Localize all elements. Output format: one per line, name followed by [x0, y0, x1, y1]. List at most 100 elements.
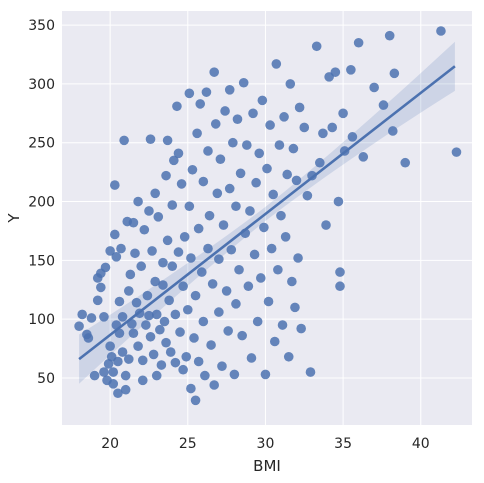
data-point — [196, 267, 207, 277]
data-point — [165, 347, 176, 357]
data-point — [224, 183, 235, 194]
data-point — [257, 95, 268, 106]
data-point — [74, 321, 84, 332]
x-tick-label: 20 — [101, 436, 119, 452]
data-point — [128, 328, 139, 339]
data-point — [99, 311, 109, 322]
data-point — [133, 341, 143, 351]
data-point — [192, 128, 202, 139]
data-point — [137, 375, 148, 386]
data-point — [108, 367, 119, 377]
data-point — [248, 108, 258, 119]
data-point — [234, 264, 244, 275]
x-tick-label: 25 — [179, 436, 197, 452]
data-point — [144, 310, 154, 321]
data-point — [173, 148, 184, 159]
data-point — [169, 155, 179, 166]
data-point — [117, 311, 128, 322]
data-point — [142, 290, 153, 301]
data-point — [259, 222, 269, 233]
data-point — [384, 30, 395, 41]
data-point — [285, 79, 296, 89]
data-point — [232, 114, 243, 125]
data-point — [123, 286, 134, 296]
data-point — [299, 122, 310, 133]
data-point — [263, 296, 274, 307]
data-point — [251, 177, 261, 188]
data-point — [198, 316, 209, 327]
data-point — [187, 164, 198, 175]
data-point — [231, 201, 241, 212]
data-point — [283, 351, 294, 362]
data-point — [77, 309, 87, 320]
data-point — [153, 212, 164, 222]
data-point — [116, 243, 126, 254]
data-point — [220, 106, 230, 116]
data-point — [159, 316, 170, 327]
data-point — [389, 68, 400, 79]
data-point — [249, 249, 260, 260]
y-tick-label: 200 — [28, 195, 55, 211]
data-point — [170, 357, 181, 368]
data-point — [223, 326, 233, 336]
data-point — [287, 276, 297, 287]
data-point — [451, 147, 462, 157]
data-point — [294, 102, 305, 113]
data-point — [182, 304, 193, 315]
data-point — [260, 369, 271, 380]
data-point — [111, 252, 122, 262]
data-point — [145, 134, 156, 144]
data-point — [246, 353, 257, 363]
data-point — [117, 347, 128, 357]
data-point — [242, 140, 252, 150]
data-point — [387, 126, 398, 136]
data-point — [378, 100, 389, 110]
data-point — [131, 297, 142, 308]
data-point — [123, 354, 134, 364]
data-point — [229, 369, 240, 380]
data-point — [190, 290, 201, 301]
data-point — [268, 189, 279, 200]
data-point — [175, 327, 185, 337]
data-point — [231, 299, 241, 309]
data-point — [262, 163, 272, 174]
data-point — [436, 26, 446, 36]
x-tick-label: 40 — [412, 436, 430, 452]
data-point — [280, 232, 291, 242]
data-point — [214, 307, 224, 317]
data-point — [321, 220, 331, 230]
data-point — [155, 324, 165, 335]
data-point — [158, 257, 168, 268]
data-point — [346, 65, 356, 75]
data-point — [139, 224, 150, 235]
data-point — [226, 244, 237, 255]
data-point — [186, 383, 196, 394]
data-point — [269, 336, 280, 347]
data-point — [347, 132, 358, 142]
data-point — [178, 364, 188, 375]
data-point — [273, 264, 283, 275]
data-point — [214, 254, 224, 264]
data-point — [271, 59, 282, 69]
data-point — [167, 200, 178, 210]
data-point — [184, 88, 195, 99]
data-point — [209, 67, 219, 77]
data-point — [184, 201, 195, 212]
data-point — [277, 320, 288, 330]
data-point — [176, 179, 187, 189]
data-point — [302, 190, 313, 201]
data-point — [133, 196, 143, 207]
grid-lines — [62, 11, 472, 425]
data-point — [335, 267, 345, 277]
x-tick-label: 35 — [334, 436, 352, 452]
data-point — [243, 281, 254, 292]
data-point — [113, 388, 123, 399]
data-point — [170, 309, 181, 320]
data-point — [96, 282, 106, 293]
data-point — [162, 135, 173, 146]
data-point — [228, 137, 238, 148]
data-point — [315, 157, 325, 168]
data-point — [276, 210, 286, 221]
data-point — [189, 333, 199, 343]
